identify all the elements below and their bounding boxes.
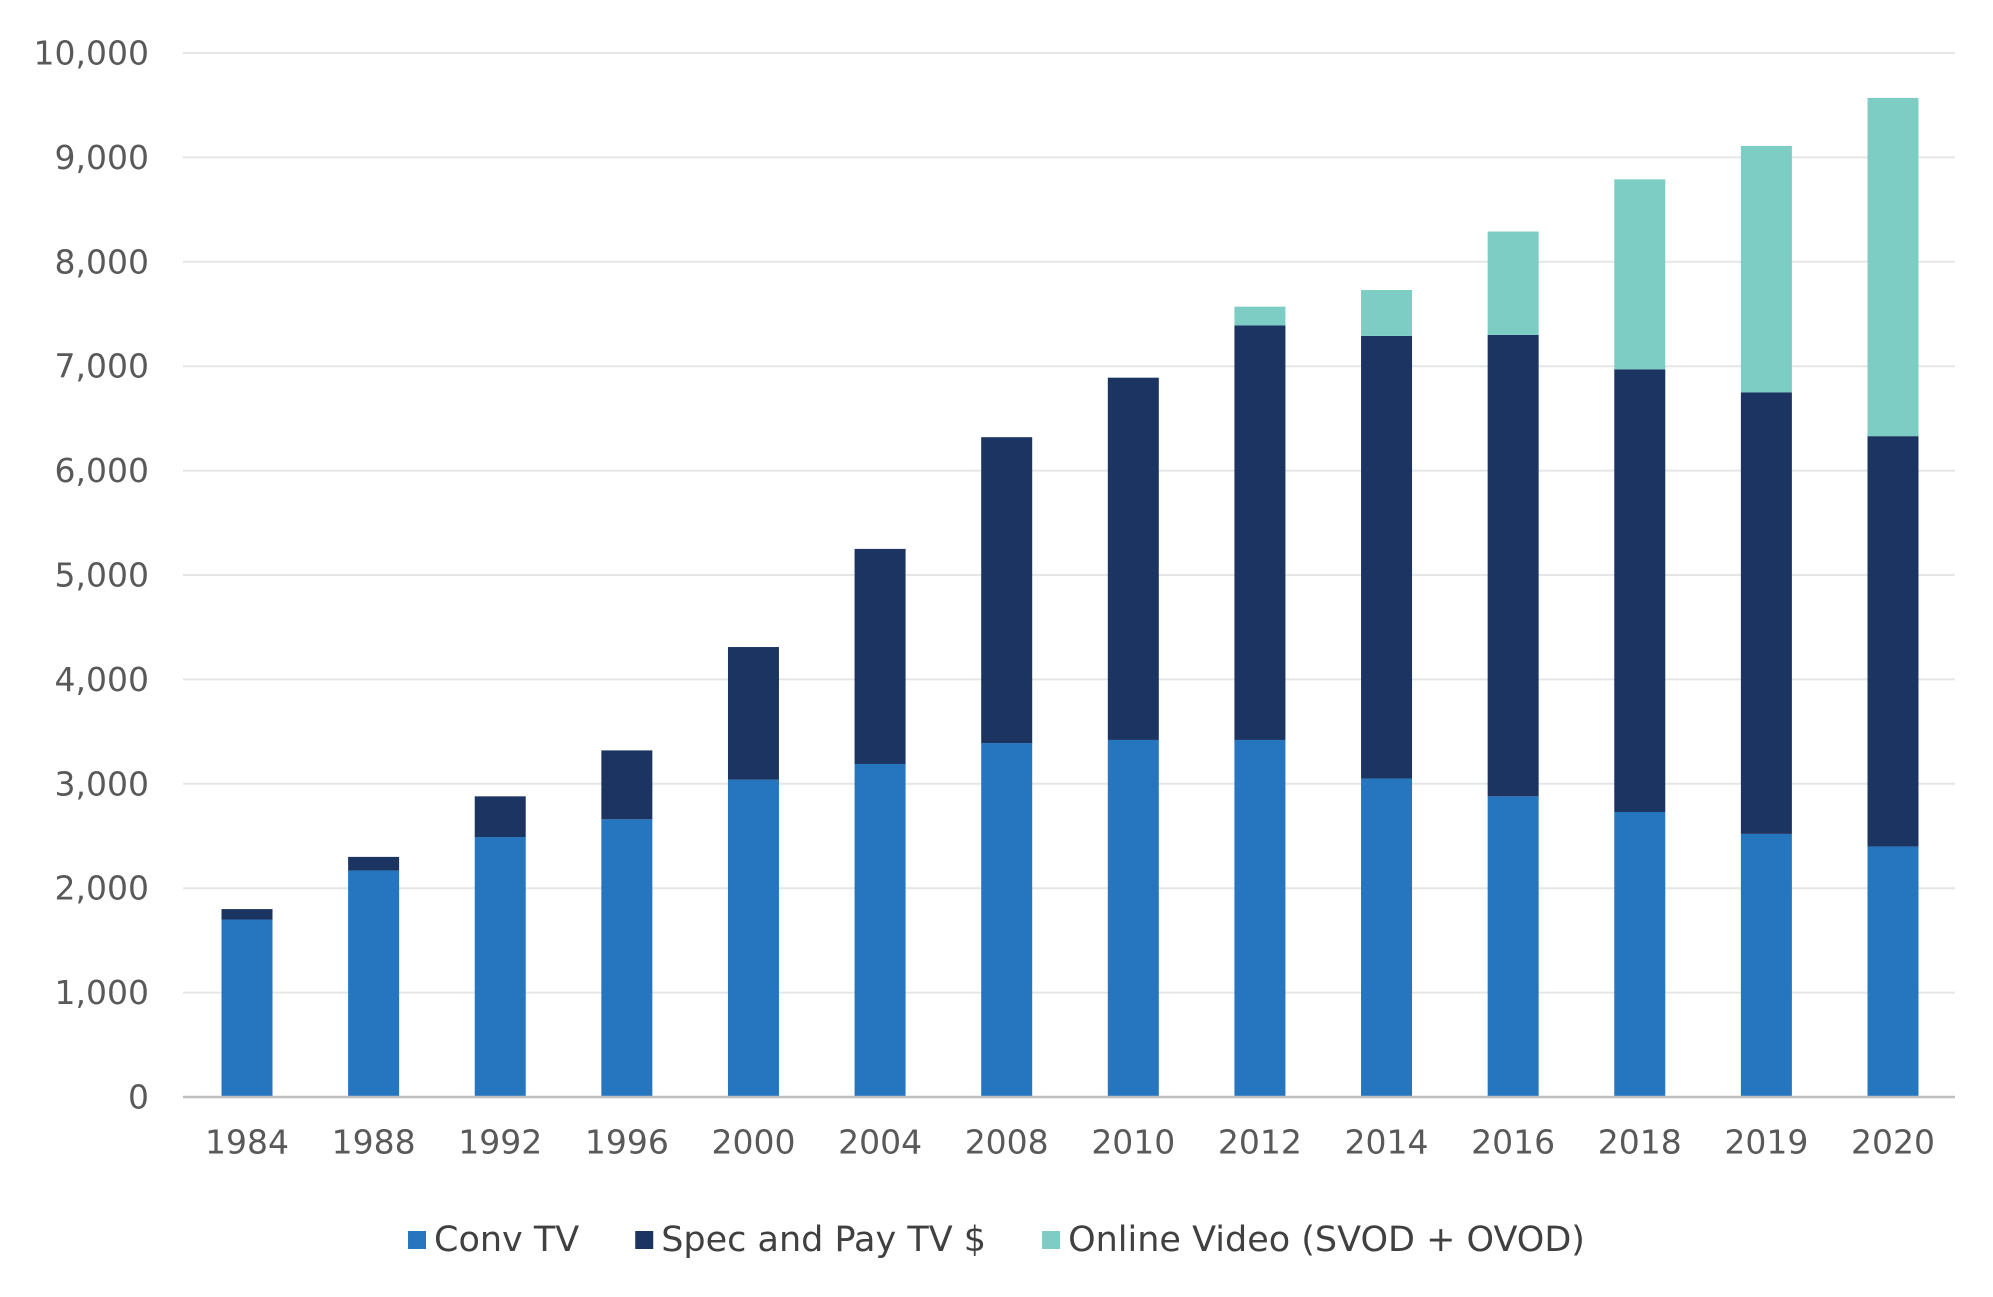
bar-segment	[1867, 846, 1919, 1097]
bars	[221, 97, 1919, 1097]
legend-label: Online Video (SVOD + OVOD)	[1068, 1220, 1585, 1260]
y-tick-label: 2,000	[55, 869, 149, 908]
bar-segment	[221, 919, 273, 1097]
axes: 0 1,000 2,000 3,000 4,000 5,000 6,000 7,000 8,00…	[34, 34, 1955, 1162]
x-tick-label: 1992	[458, 1123, 542, 1162]
x-tick-label: 2014	[1345, 1123, 1429, 1162]
y-tick-label: 10,000	[34, 34, 149, 73]
x-tick-label: 2010	[1091, 1123, 1175, 1162]
bar-segment	[1107, 739, 1159, 1097]
bar-segment	[981, 437, 1033, 744]
bar-segment	[1487, 231, 1539, 335]
bar-segment	[727, 647, 779, 780]
y-tick-label: 1,000	[55, 973, 149, 1012]
gridlines	[183, 52, 1955, 994]
bar-segment	[1234, 306, 1286, 326]
x-tick-label: 1988	[332, 1123, 416, 1162]
legend-swatch	[1042, 1231, 1061, 1249]
bar-segment	[348, 870, 400, 1097]
x-tick-label: 2020	[1851, 1123, 1935, 1162]
x-tick-label: 1996	[585, 1123, 669, 1162]
y-tick-label: 9,000	[55, 138, 149, 177]
bar-segment	[1234, 739, 1286, 1097]
bar-segment	[221, 909, 273, 920]
y-tick-label: 6,000	[55, 451, 149, 490]
bar-segment	[601, 750, 653, 820]
bar-segment	[1361, 335, 1413, 779]
bar-segment	[727, 779, 779, 1097]
bar-segment	[1740, 392, 1792, 834]
x-tick-label: 1984	[205, 1123, 289, 1162]
bar-segment	[1487, 334, 1539, 797]
bar-segment	[854, 763, 906, 1097]
x-tick-label: 2008	[965, 1123, 1049, 1162]
bar-segment	[601, 819, 653, 1097]
bar-segment	[474, 837, 526, 1097]
x-tick-label: 2012	[1218, 1123, 1302, 1162]
legend-label: Spec and Pay TV $	[661, 1220, 986, 1260]
bar-segment	[981, 743, 1033, 1097]
legend-swatch	[408, 1231, 427, 1249]
x-tick-label: 2000	[711, 1123, 795, 1162]
y-tick-label: 7,000	[55, 347, 149, 386]
bar-segment	[1361, 778, 1413, 1097]
bar-segment	[1107, 377, 1159, 740]
bar-segment	[1740, 833, 1792, 1097]
bar-segment	[1234, 325, 1286, 740]
bar-segment	[1614, 179, 1666, 370]
bar-segment	[1867, 97, 1919, 437]
x-tick-label: 2016	[1471, 1123, 1555, 1162]
y-tick-label: 4,000	[55, 660, 149, 699]
bar-segment	[1867, 436, 1919, 847]
x-tick-label: 2018	[1598, 1123, 1682, 1162]
y-tick-label: 0	[128, 1078, 149, 1117]
bar-segment	[1740, 145, 1792, 393]
bar-segment	[348, 856, 400, 871]
y-tick-label: 3,000	[55, 764, 149, 803]
bar-segment	[854, 548, 906, 764]
legend-label: Conv TV	[434, 1220, 579, 1260]
y-tick-label: 8,000	[55, 242, 149, 281]
bar-segment	[474, 796, 526, 838]
x-tick-label: 2019	[1724, 1123, 1808, 1162]
legend: Conv TV Spec and Pay TV $ Online Video (SV…	[408, 1220, 1585, 1260]
x-tick-label: 2004	[838, 1123, 922, 1162]
y-tick-label: 5,000	[55, 556, 149, 595]
legend-swatch	[635, 1231, 654, 1249]
bar-segment	[1614, 811, 1666, 1097]
bar-segment	[1487, 796, 1539, 1097]
bar-segment	[1361, 289, 1413, 336]
bar-segment	[1614, 369, 1666, 812]
